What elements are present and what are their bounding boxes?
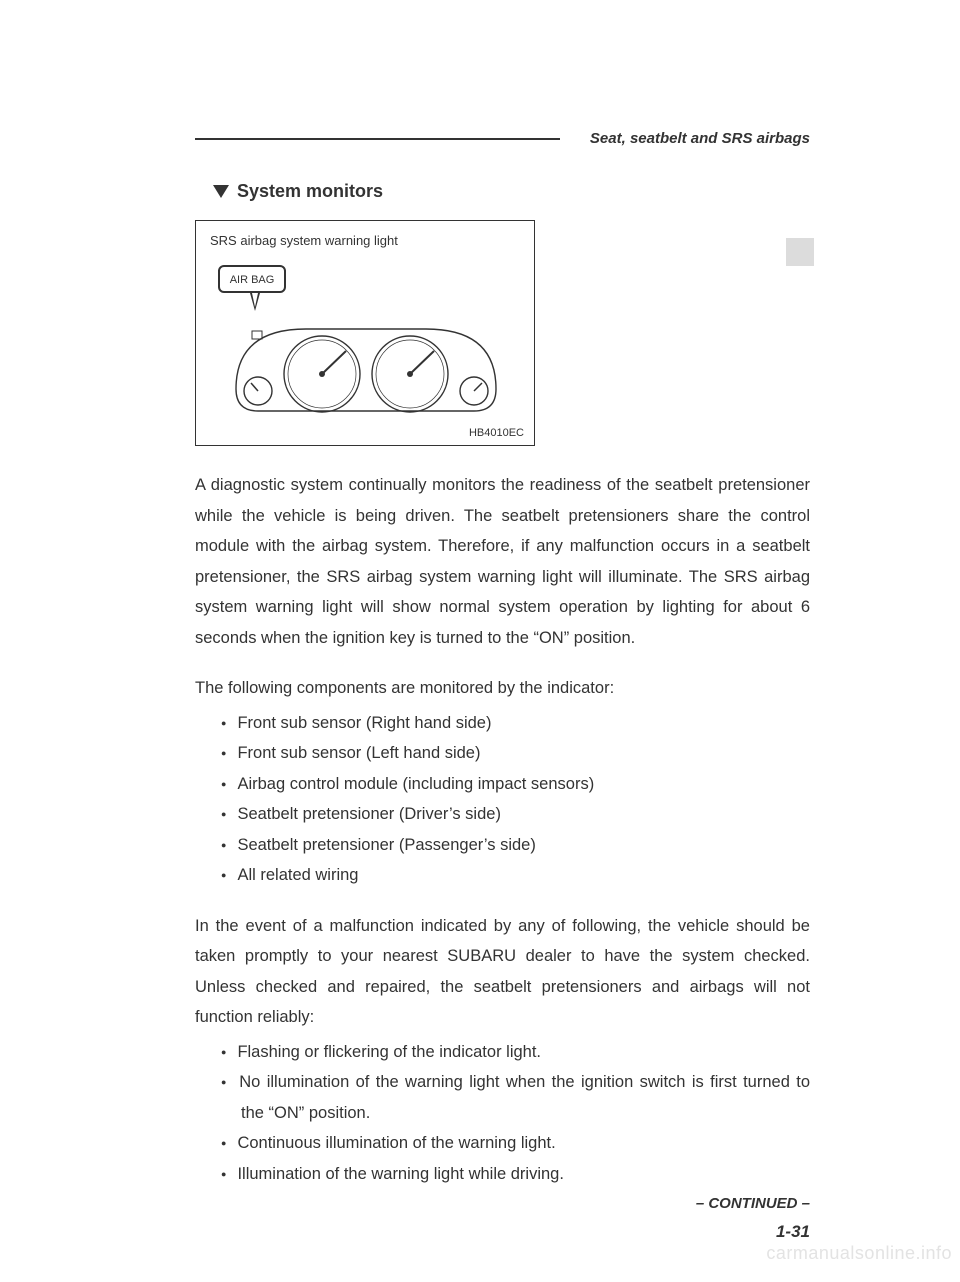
header-rule: Seat, seatbelt and SRS airbags: [195, 130, 810, 147]
figure-caption: SRS airbag system warning light: [210, 233, 398, 248]
paragraph-3: In the event of a malfunction indicated …: [195, 911, 810, 1033]
list-item: Front sub sensor (Left hand side): [195, 738, 810, 769]
airbag-callout: AIR BAG: [218, 265, 286, 293]
instrument-cluster-icon: [226, 319, 506, 419]
list-item: No illumination of the warning light whe…: [195, 1067, 810, 1128]
figure-code: HB4010EC: [469, 427, 524, 439]
section-heading-text: System monitors: [237, 181, 383, 201]
header-section-title: Seat, seatbelt and SRS airbags: [590, 130, 810, 147]
watermark: carmanualsonline.info: [766, 1243, 952, 1264]
list-item: All related wiring: [195, 860, 810, 891]
paragraph-1: A diagnostic system continually monitors…: [195, 470, 810, 653]
rule-line: [195, 138, 560, 140]
page-number: 1-31: [195, 1222, 810, 1242]
triangle-down-icon: [213, 185, 229, 198]
list-item: Front sub sensor (Right hand side): [195, 708, 810, 739]
continued-label: – CONTINUED –: [195, 1195, 810, 1212]
malfunction-indicators-list: Flashing or flickering of the indicator …: [195, 1037, 810, 1190]
figure-box: SRS airbag system warning light AIR BAG: [195, 220, 535, 446]
side-tab: [786, 238, 814, 266]
list-item: Airbag control module (including impact …: [195, 769, 810, 800]
section-heading: System monitors: [213, 181, 810, 202]
list-item: Seatbelt pretensioner (Passenger’s side): [195, 830, 810, 861]
callout-tail-inner-icon: [252, 293, 258, 307]
paragraph-2: The following components are monitored b…: [195, 673, 810, 704]
list-item: Illumination of the warning light while …: [195, 1159, 810, 1190]
list-item: Flashing or flickering of the indicator …: [195, 1037, 810, 1068]
list-item: Continuous illumination of the warning l…: [195, 1128, 810, 1159]
monitored-components-list: Front sub sensor (Right hand side) Front…: [195, 708, 810, 891]
list-item: Seatbelt pretensioner (Driver’s side): [195, 799, 810, 830]
